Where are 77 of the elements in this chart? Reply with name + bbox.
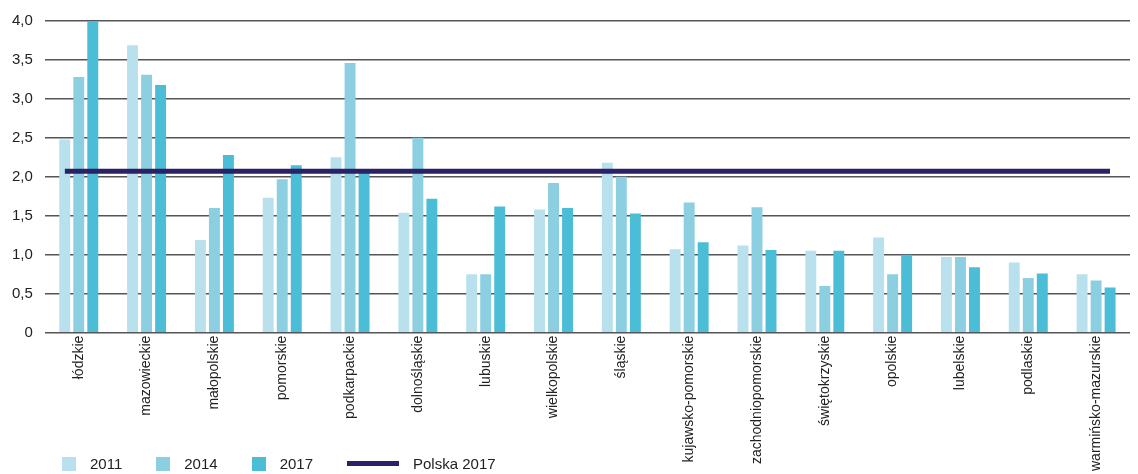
y-tick-label: 3,5 [11,50,33,68]
x-tick-label: świętokrzyskie [815,335,832,426]
bar [697,242,709,332]
bar [276,179,288,332]
bar [466,274,478,332]
bar [1022,278,1034,332]
bar [601,162,613,332]
x-tick-label: wielkopolskie [544,335,561,420]
bar [629,213,641,332]
bar [426,198,438,332]
y-tick-label: 2,5 [11,128,33,146]
x-tick-label: pomorskie [273,335,290,401]
y-tick-label: 3,0 [11,89,33,107]
bar [155,84,167,332]
bar [344,63,356,332]
y-tick-label: 0 [24,322,33,340]
bar [222,155,234,332]
x-tick-label: małopolskie [205,335,222,410]
bar [562,207,573,332]
bar [194,239,206,332]
x-tick-label: lubuskie [476,335,493,388]
bar [330,157,342,332]
bar [819,285,831,332]
x-tick-label: dolnośląskie [408,335,425,413]
bar [873,237,885,332]
bar [669,249,681,332]
bar [833,250,845,332]
x-tick-label: podkarpackie [340,335,357,419]
bar [127,45,139,332]
bar [262,197,274,332]
legend-label: 2014 [184,455,218,472]
x-tick-label: podlaskie [1019,335,1036,395]
bar [412,137,424,332]
bar [208,207,220,332]
bar [751,207,763,332]
bar [480,274,492,332]
x-tick-label: zachodniopomorskie [747,335,764,465]
bar [765,250,777,332]
bar [290,165,302,332]
legend-label: 2011 [90,455,123,472]
bar [940,257,952,332]
bar [1008,262,1020,332]
bar [805,250,817,332]
y-tick-label: 1,0 [11,244,33,262]
bar [87,21,99,332]
x-tick-label: warmińsko-mazurskie [1086,335,1103,472]
legend-label: Polska 2017 [413,455,496,472]
bar [548,183,559,332]
x-tick-label: mazowieckie [137,335,154,416]
x-tick-label: łódzkie [69,335,86,380]
bar [73,77,85,332]
bar [534,209,545,332]
bar [901,254,913,332]
bar [1036,273,1048,332]
bar [1104,287,1116,332]
y-tick-label: 4,0 [11,11,33,29]
legend-label: 2017 [279,455,314,472]
bar [887,274,899,332]
x-tick-label: opolskie [883,335,900,388]
bar [969,267,980,332]
bar [358,172,370,332]
bar [615,176,627,332]
x-tick-label: lubelskie [951,335,968,391]
bar [954,257,966,332]
bar [737,245,749,332]
bar [141,74,153,332]
x-tick-label: kujawsko-pomorskie [680,335,697,463]
y-tick-label: 1,5 [11,205,33,223]
y-tick-label: 2,0 [11,166,33,184]
bar [683,202,695,332]
bar [1090,280,1102,332]
bar [59,139,71,332]
x-tick-label: śląskie [612,335,629,379]
bar [494,206,506,332]
y-tick-label: 0,5 [11,283,33,301]
bar [1076,274,1088,332]
bar [398,212,410,332]
